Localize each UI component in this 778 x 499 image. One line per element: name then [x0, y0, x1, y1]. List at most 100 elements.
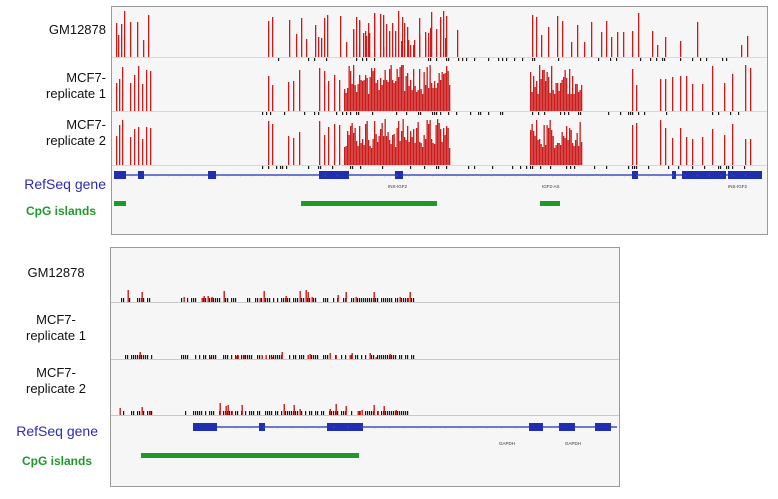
bottom-unmethylated-tick	[301, 411, 303, 415]
bottom-unmethylated-tick	[397, 298, 399, 302]
top-unmethylated-tick	[558, 58, 560, 61]
bottom-unmethylated-tick	[371, 411, 373, 415]
top-gene-strand-arrow: ›	[204, 173, 206, 179]
top-methylation-bar	[428, 88, 430, 111]
top-methylation-bar	[363, 33, 365, 57]
top-methylation-bar	[702, 137, 704, 165]
top-methylation-bar	[750, 68, 752, 111]
bottom-unmethylated-tick	[139, 411, 141, 415]
top-methylation-bar	[745, 139, 747, 165]
top-methylation-bar	[549, 93, 551, 111]
top-gene-strand-arrow: ›	[324, 173, 326, 179]
top-methylation-bar	[440, 80, 442, 111]
top-methylation-bar	[549, 120, 551, 165]
top-gene-strand-arrow: ›	[300, 173, 302, 179]
top-gene-strand-arrow: ›	[720, 173, 722, 179]
top-unmethylated-tick	[678, 166, 680, 169]
top-methylation-bar	[601, 32, 603, 57]
top-methylation-bar	[581, 142, 583, 165]
top-gene-exon	[682, 171, 726, 179]
top-methylation-bar	[569, 69, 571, 111]
top-methylation-bar	[319, 121, 321, 165]
top-gene-strand-arrow: ›	[744, 173, 746, 179]
bottom-unmethylated-tick	[391, 298, 393, 302]
bottom-methylation-bar	[307, 355, 309, 359]
top-methylation-bar	[584, 42, 586, 57]
top-gene-strand-arrow: ›	[660, 173, 662, 179]
bottom-unmethylated-tick	[123, 411, 125, 415]
bottom-gene-exon	[595, 423, 611, 431]
top-unmethylated-tick	[522, 58, 524, 61]
bottom-methylation-bar	[227, 405, 229, 415]
bottom-gene-strand-arrow: ›	[389, 425, 391, 431]
bottom-unmethylated-tick	[281, 411, 283, 415]
bottom-methylation-bar	[141, 407, 143, 415]
top-methylation-bar	[414, 86, 416, 111]
bottom-unmethylated-tick	[249, 411, 251, 415]
top-unmethylated-tick	[638, 112, 640, 115]
top-unmethylated-tick	[610, 58, 612, 61]
top-gene-strand-arrow: ›	[564, 173, 566, 179]
bottom-gene-exon	[259, 423, 265, 431]
bottom-track-label-mcf7-rep1: MCF7- replicate 1	[6, 312, 106, 344]
top-unmethylated-tick	[520, 166, 522, 169]
bottom-unmethylated-tick	[333, 298, 335, 302]
top-methylation-bar	[359, 75, 361, 111]
top-unmethylated-tick	[436, 166, 438, 169]
top-unmethylated-tick	[448, 112, 450, 115]
bottom-unmethylated-tick	[211, 355, 213, 359]
top-methylation-bar	[134, 75, 136, 111]
top-unmethylated-tick	[396, 112, 398, 115]
bottom-unmethylated-tick	[151, 411, 153, 415]
top-gene-strand-arrow: ›	[228, 173, 230, 179]
bottom-methylation-bar	[373, 292, 375, 302]
top-unmethylated-tick	[332, 166, 334, 169]
top-methylation-bar	[441, 142, 443, 165]
bottom-track-label-mcf7-rep2-line2: replicate 2	[26, 381, 86, 396]
bottom-unmethylated-tick	[383, 355, 385, 359]
bottom-unmethylated-tick	[323, 298, 325, 302]
top-gene-strand-arrow: ›	[216, 173, 218, 179]
top-gene-strand-arrow: ›	[624, 173, 626, 179]
top-methylation-bar	[438, 123, 440, 165]
bottom-track-label-mcf7-rep1-line1: MCF7-	[36, 312, 76, 327]
top-methylation-bar	[384, 119, 386, 165]
top-unmethylated-tick	[358, 112, 360, 115]
bottom-unmethylated-tick	[301, 298, 303, 302]
bottom-methylation-bar	[141, 292, 143, 302]
top-unmethylated-tick	[284, 112, 286, 115]
bottom-unmethylated-tick	[193, 298, 195, 302]
top-methylation-bar	[407, 27, 409, 57]
top-methylation-bar	[566, 78, 568, 111]
bottom-unmethylated-tick	[203, 355, 205, 359]
top-methylation-bar	[272, 124, 274, 165]
bottom-unmethylated-tick	[269, 298, 271, 302]
top-methylation-bar	[301, 18, 303, 57]
top-methylation-bar	[542, 147, 544, 165]
top-methylation-bar	[371, 68, 373, 111]
top-unmethylated-tick	[718, 112, 720, 115]
bottom-unmethylated-tick	[287, 411, 289, 415]
bottom-gene-strand-arrow: ›	[333, 425, 335, 431]
top-methylation-bar	[138, 127, 140, 165]
top-unmethylated-tick	[514, 58, 516, 61]
top-methylation-bar	[562, 21, 564, 57]
bottom-unmethylated-tick	[361, 298, 363, 302]
top-unmethylated-tick	[692, 166, 694, 169]
bottom-unmethylated-tick	[257, 411, 259, 415]
top-methylation-bar	[374, 68, 376, 111]
top-methylation-bar	[531, 92, 533, 111]
top-unmethylated-tick	[538, 112, 540, 115]
bottom-unmethylated-tick	[387, 411, 389, 415]
top-methylation-bar	[436, 29, 438, 57]
bottom-methylation-bar	[389, 354, 391, 359]
top-unmethylated-tick	[580, 112, 582, 115]
bottom-unmethylated-tick	[355, 355, 357, 359]
top-unmethylated-tick	[738, 112, 740, 115]
top-unmethylated-tick	[680, 58, 682, 61]
top-methylation-bar	[306, 39, 308, 57]
top-unmethylated-tick	[650, 58, 652, 61]
top-unmethylated-tick	[448, 58, 450, 61]
top-unmethylated-tick	[512, 166, 514, 169]
top-gene-strand-arrow: ›	[516, 173, 518, 179]
